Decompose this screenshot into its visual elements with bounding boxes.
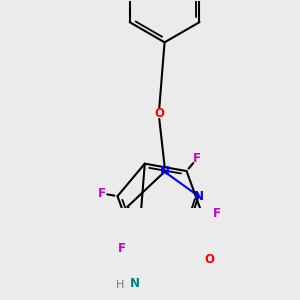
Text: N: N: [160, 165, 170, 178]
Text: F: F: [98, 187, 106, 200]
Text: N: N: [130, 277, 140, 290]
Text: F: F: [213, 207, 221, 220]
Text: H: H: [116, 280, 124, 290]
Text: F: F: [118, 242, 126, 255]
Text: N: N: [194, 190, 203, 202]
Text: O: O: [205, 253, 215, 266]
Text: F: F: [193, 152, 201, 165]
Text: O: O: [154, 107, 164, 120]
